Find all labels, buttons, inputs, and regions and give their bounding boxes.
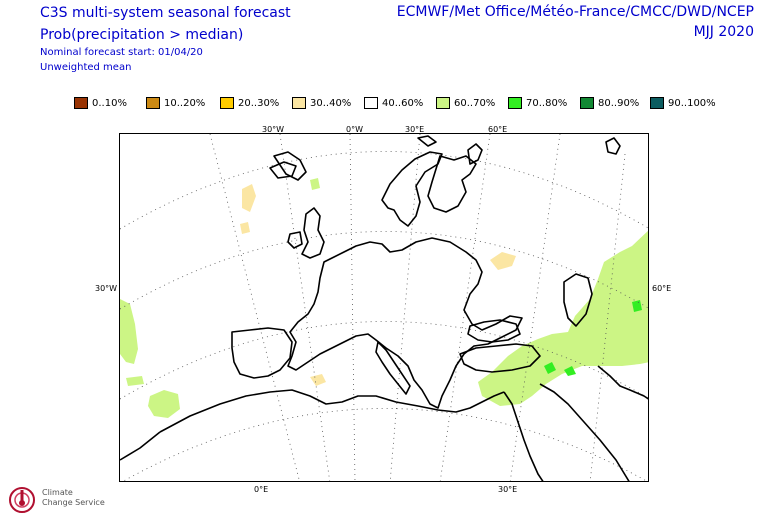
coast-turkey — [459, 343, 541, 373]
meridian-line — [389, 134, 421, 481]
shade-russia-30-40 — [490, 252, 516, 270]
shade-atlantic-30-40 — [242, 184, 256, 212]
shade-southwest-60-70 — [148, 390, 180, 418]
coast-red-sea — [539, 383, 630, 481]
legend-swatch — [292, 97, 306, 109]
coast-east-far — [605, 137, 621, 155]
legend-swatch — [220, 97, 234, 109]
meridian-line — [349, 134, 356, 481]
legend-label: 70..80% — [526, 97, 568, 109]
legend-item-20-30: 20..30% — [220, 96, 279, 110]
coast-finland-russia — [427, 155, 477, 213]
legend-item-60-70: 60..70% — [436, 96, 495, 110]
coast-europe-main — [287, 237, 523, 409]
tick-bottom-0e: 0°E — [254, 485, 269, 494]
chart-subtitle: Prob(precipitation > median) — [40, 27, 244, 43]
centres-label: ECMWF/Met Office/Météo-France/CMCC/DWD/N… — [396, 4, 754, 20]
map-canvas — [120, 134, 648, 481]
shade-caspian-60-70 — [616, 254, 640, 299]
coast-iberia — [231, 327, 293, 379]
meridian-line — [589, 153, 626, 481]
graticule — [120, 134, 648, 481]
forecast-start-label: Nominal forecast start: 01/04/20 — [40, 47, 203, 58]
parallel-line — [120, 231, 648, 310]
shade-green-70-80-c — [632, 300, 642, 312]
shade-atlantic-30-40-b — [240, 222, 250, 234]
shade-greenland-60-70 — [310, 178, 320, 190]
legend-swatch — [146, 97, 160, 109]
meridian-line — [509, 134, 561, 481]
legend-swatch — [580, 97, 594, 109]
coast-italy — [375, 341, 411, 395]
tick-top-0: 0°W — [346, 125, 363, 134]
meridian-line — [279, 134, 331, 481]
legend-label: 30..40% — [310, 97, 352, 109]
legend-label: 60..70% — [454, 97, 496, 109]
coast-iceland — [269, 161, 297, 179]
legend-swatch — [436, 97, 450, 109]
coast-svalbard — [417, 135, 437, 147]
legend-item-0-10: 0..10% — [74, 96, 127, 110]
coast-caspian — [563, 273, 593, 327]
shade-green-70-80-b — [564, 366, 576, 376]
shade-green-70-80 — [544, 362, 556, 374]
legend-label: 20..30% — [238, 97, 280, 109]
legend-item-80-90: 80..90% — [580, 96, 639, 110]
shading-layer — [120, 178, 648, 418]
coast-ireland — [287, 231, 303, 249]
coast-novaya-zemlya — [467, 143, 483, 165]
legend-label: 10..20% — [164, 97, 206, 109]
legend-item-40-60: 40..60% — [364, 96, 423, 110]
chart-title: C3S multi-system seasonal forecast — [40, 5, 291, 21]
coast-scandinavia — [381, 151, 443, 227]
tick-top-60e: 60°E — [488, 125, 508, 134]
mean-type-label: Unweighted mean — [40, 62, 132, 73]
legend-item-70-80: 70..80% — [508, 96, 567, 110]
shade-east-60-70 — [478, 230, 648, 406]
tick-top-30w: 30°W — [262, 125, 285, 134]
shade-small-60-70 — [126, 376, 144, 386]
legend-swatch — [508, 97, 522, 109]
coast-black-sea — [467, 319, 521, 343]
tick-right-60e: 60°E — [652, 284, 672, 293]
thermometer-spiral-logo-icon — [9, 487, 35, 513]
season-label: MJJ 2020 — [693, 24, 754, 40]
coast-persian-gulf — [597, 365, 648, 400]
coast-africa-west — [120, 431, 161, 461]
meridian-line — [209, 134, 300, 481]
coast-uk — [301, 207, 325, 259]
legend-item-90-100: 90..100% — [650, 96, 716, 110]
coast-north-africa — [159, 389, 505, 433]
logo-text-line2: Change Service — [42, 498, 105, 507]
legend-item-10-20: 10..20% — [146, 96, 205, 110]
coast-middle-east — [503, 391, 544, 481]
parallel-line — [120, 151, 648, 230]
legend-label: 0..10% — [92, 97, 127, 109]
tick-top-30e: 30°E — [405, 125, 425, 134]
legend-swatch — [364, 97, 378, 109]
coast-greenland-edge — [273, 151, 307, 181]
legend-label: 40..60% — [382, 97, 424, 109]
legend-item-30-40: 30..40% — [292, 96, 351, 110]
shade-west-60-70 — [120, 299, 138, 364]
legend-swatch — [74, 97, 88, 109]
parallel-line — [122, 408, 648, 481]
shade-med-30-40 — [310, 374, 326, 386]
copernicus-logo: Climate Change Service — [4, 478, 114, 518]
parallel-line — [120, 321, 648, 400]
legend-swatch — [650, 97, 664, 109]
legend-label: 90..100% — [668, 97, 716, 109]
probability-map — [119, 133, 649, 482]
coastlines — [120, 135, 648, 481]
tick-left-30w: 30°W — [95, 284, 118, 293]
tick-bottom-30e: 30°E — [498, 485, 518, 494]
logo-text-line1: Climate — [42, 488, 73, 497]
legend-label: 80..90% — [598, 97, 640, 109]
